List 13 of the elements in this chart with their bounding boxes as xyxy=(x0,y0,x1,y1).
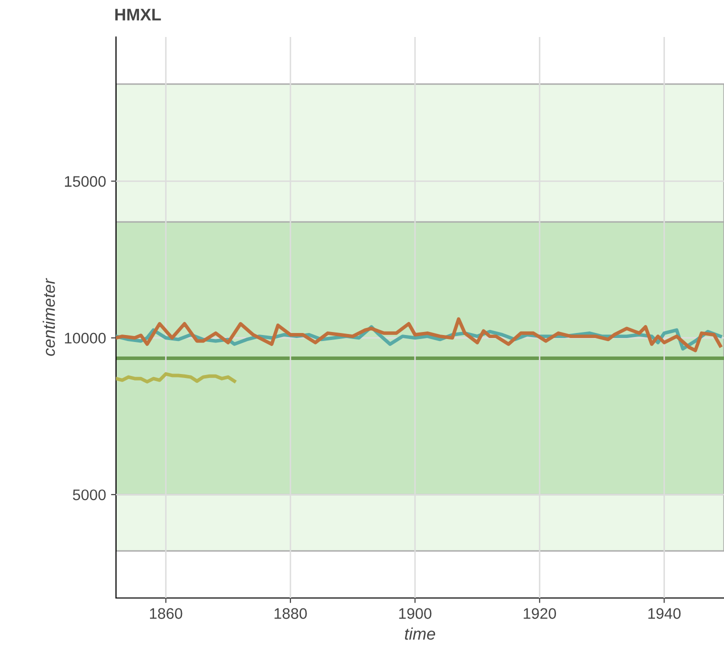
y-tick-label: 10000 xyxy=(64,332,106,344)
x-tick-label: 1880 xyxy=(274,608,307,619)
x-tick-label: 1860 xyxy=(150,608,182,619)
x-tick-label: 1940 xyxy=(648,608,681,619)
x-tick-label: 1920 xyxy=(524,608,556,619)
x-tick-label: 1900 xyxy=(399,608,432,619)
x-axis-title: time xyxy=(405,628,436,640)
y-axis-title: centimeter xyxy=(42,278,55,356)
y-tick-label: 15000 xyxy=(64,176,106,187)
line-series xyxy=(116,372,236,384)
chart-title: HMXL xyxy=(115,8,161,20)
y-tick-label: 5000 xyxy=(72,489,106,500)
line-series xyxy=(116,317,722,352)
